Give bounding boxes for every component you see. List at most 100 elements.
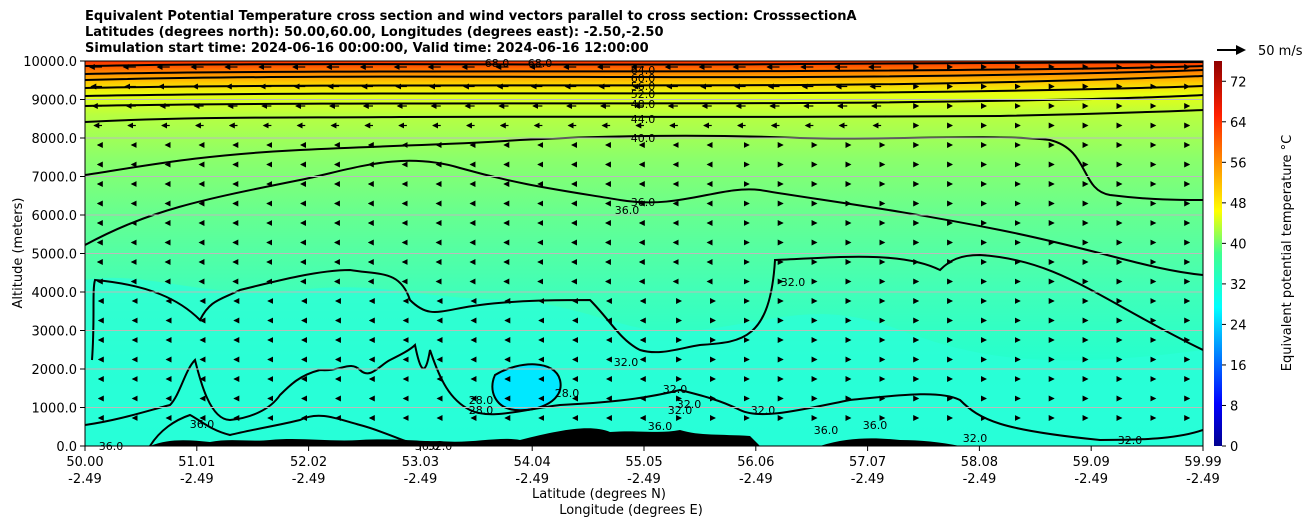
- contour-label: 32.0: [1118, 434, 1143, 447]
- contour-lines: [85, 61, 1203, 446]
- contour-label: 44.0: [631, 113, 656, 126]
- contour-44: [85, 109, 1203, 123]
- contour-36-upper: [85, 159, 1203, 276]
- colorbar-tick-label: 8: [1230, 399, 1238, 414]
- contour-56: [85, 75, 1203, 89]
- x-tick-label-lon: -2.49: [627, 472, 661, 487]
- chart-title-line-3: Simulation start time: 2024-06-16 00:00:…: [85, 41, 649, 56]
- y-tick-label: 1000.0: [32, 402, 78, 417]
- colorbar-label: Equivalent potential temperature °C: [1280, 135, 1295, 371]
- x-tick-label-lat: 58.08: [961, 455, 998, 470]
- colorbar-ticks: 0 8 16 24 32 40 48 56 64 72: [1222, 75, 1247, 455]
- colorbar-gradient: [1214, 61, 1222, 446]
- contour-label: 28.0: [469, 394, 494, 407]
- y-tick-label: 10000.0: [23, 55, 77, 70]
- colorbar-tick-label: 16: [1230, 359, 1247, 374]
- contour-40: [85, 134, 1203, 201]
- x-tick-label-lon: -2.49: [292, 472, 326, 487]
- y-tick-label: 9000.0: [32, 94, 78, 109]
- contour-label: 64.0: [631, 64, 656, 77]
- x-tick-label-lon: -2.49: [851, 472, 885, 487]
- x-tick-label-lat: 55.05: [625, 455, 662, 470]
- contour-68: [85, 61, 1203, 67]
- x-tick-label-lat: 59.99: [1184, 455, 1221, 470]
- contour-label: 28.0: [469, 404, 494, 417]
- contour-label: 32.0: [614, 356, 639, 369]
- y-axis-ticks: 0.0 1000.0 2000.0 3000.0 4000.0 5000.0 6000.0 7…: [23, 55, 85, 455]
- chart-title-line-2: Latitudes (degrees north): 50.00,60.00, …: [85, 25, 664, 40]
- y-tick-label: 3000.0: [32, 325, 78, 340]
- wind-vectors: [88, 64, 1191, 421]
- contour-28: [491, 363, 562, 412]
- contour-label: 36.0: [190, 418, 215, 431]
- grid: [85, 99, 1203, 408]
- x-tick-label-lat: 53.03: [402, 455, 439, 470]
- contour-label: 56.0: [631, 80, 656, 93]
- x-tick-label-lon: -2.49: [1186, 472, 1220, 487]
- x-tick-label-lon: -2.49: [404, 472, 438, 487]
- x-tick-label-lat: 50.00: [66, 455, 103, 470]
- x-tick-label-lat: 56.06: [737, 455, 774, 470]
- x-tick-label-lat: 54.04: [514, 455, 551, 470]
- contour-label: 40.0: [631, 132, 656, 145]
- contour-36-near-surface: [149, 413, 421, 446]
- contour-label: 32.0: [663, 383, 688, 396]
- contour-label: 60.0: [631, 72, 656, 85]
- contour-label: 28.0: [555, 387, 580, 400]
- contour-60: [85, 69, 1203, 81]
- y-tick-label: 5000.0: [32, 248, 78, 263]
- y-tick-label: 2000.0: [32, 363, 78, 378]
- x-tick-label-lon: -2.49: [180, 472, 214, 487]
- x-tick-label-lat: 57.07: [849, 455, 886, 470]
- colorbar-tick-label: 64: [1230, 116, 1247, 131]
- contour-64: [85, 65, 1203, 75]
- colorbar-tick-label: 32: [1230, 278, 1247, 293]
- x-axis-label-latitude: Latitude (degrees N): [532, 487, 666, 502]
- y-tick-label: 7000.0: [32, 171, 78, 186]
- contour-48: [85, 94, 1203, 107]
- y-tick-label: 8000.0: [32, 132, 78, 147]
- colorbar-tick-label: 24: [1230, 318, 1247, 333]
- terrain: [150, 428, 960, 446]
- contour-label: 52.0: [631, 88, 656, 101]
- contour-label: 36.0: [814, 424, 839, 437]
- chart-title-line-1: Equivalent Potential Temperature cross s…: [85, 9, 857, 24]
- x-tick-label-lat: 52.02: [290, 455, 327, 470]
- colorbar-tick-label: 40: [1230, 237, 1247, 252]
- x-axis-label-longitude: Longitude (degrees E): [559, 503, 703, 518]
- contour-label: 36.0: [863, 419, 888, 432]
- colorbar: 0 8 16 24 32 40 48 56 64 72 Equivalent potential …: [1214, 61, 1295, 455]
- contour-label: 68.0: [485, 57, 510, 70]
- quiver-key: 50 m/s: [1217, 44, 1303, 59]
- contour-label: 36.0: [631, 196, 656, 209]
- contour-label: 68.0: [528, 57, 553, 70]
- y-axis-label: Altitude (meters): [11, 198, 26, 309]
- colorbar-tick-label: 48: [1230, 197, 1247, 212]
- contour-32: [91, 253, 1203, 361]
- x-tick-label-lat: 59.09: [1073, 455, 1110, 470]
- contour-label: 32.0: [668, 404, 693, 417]
- contour-label: 32.0: [963, 432, 988, 445]
- quiver-key-label: 50 m/s: [1258, 44, 1303, 59]
- y-tick-label: 4000.0: [32, 286, 78, 301]
- x-tick-label-lon: -2.49: [68, 472, 102, 487]
- contour-label: 32.0: [428, 440, 453, 453]
- contour-52: [85, 85, 1203, 97]
- x-tick-label-lat: 51.01: [178, 455, 215, 470]
- y-tick-label: 6000.0: [32, 209, 78, 224]
- colorbar-tick-label: 72: [1230, 75, 1247, 90]
- contour-label: 36.0: [615, 204, 640, 217]
- contour-label: 36.0: [99, 440, 124, 453]
- contour-label: 32.0: [781, 276, 806, 289]
- contour-label: 48.0: [631, 98, 656, 111]
- contour-label: 32.0: [751, 404, 776, 417]
- colorbar-tick-label: 0: [1230, 440, 1238, 455]
- colorbar-tick-label: 56: [1230, 156, 1247, 171]
- x-tick-label-lon: -2.49: [739, 472, 773, 487]
- x-tick-label-lon: -2.49: [963, 472, 997, 487]
- x-tick-label-lon: -2.49: [1074, 472, 1108, 487]
- y-tick-label: 0.0: [56, 440, 77, 455]
- x-axis-ticks: 50.00 -2.49 51.01 -2.49 52.02 -2.49 53.03 -2.49…: [66, 446, 1222, 487]
- x-tick-label-lon: -2.49: [515, 472, 549, 487]
